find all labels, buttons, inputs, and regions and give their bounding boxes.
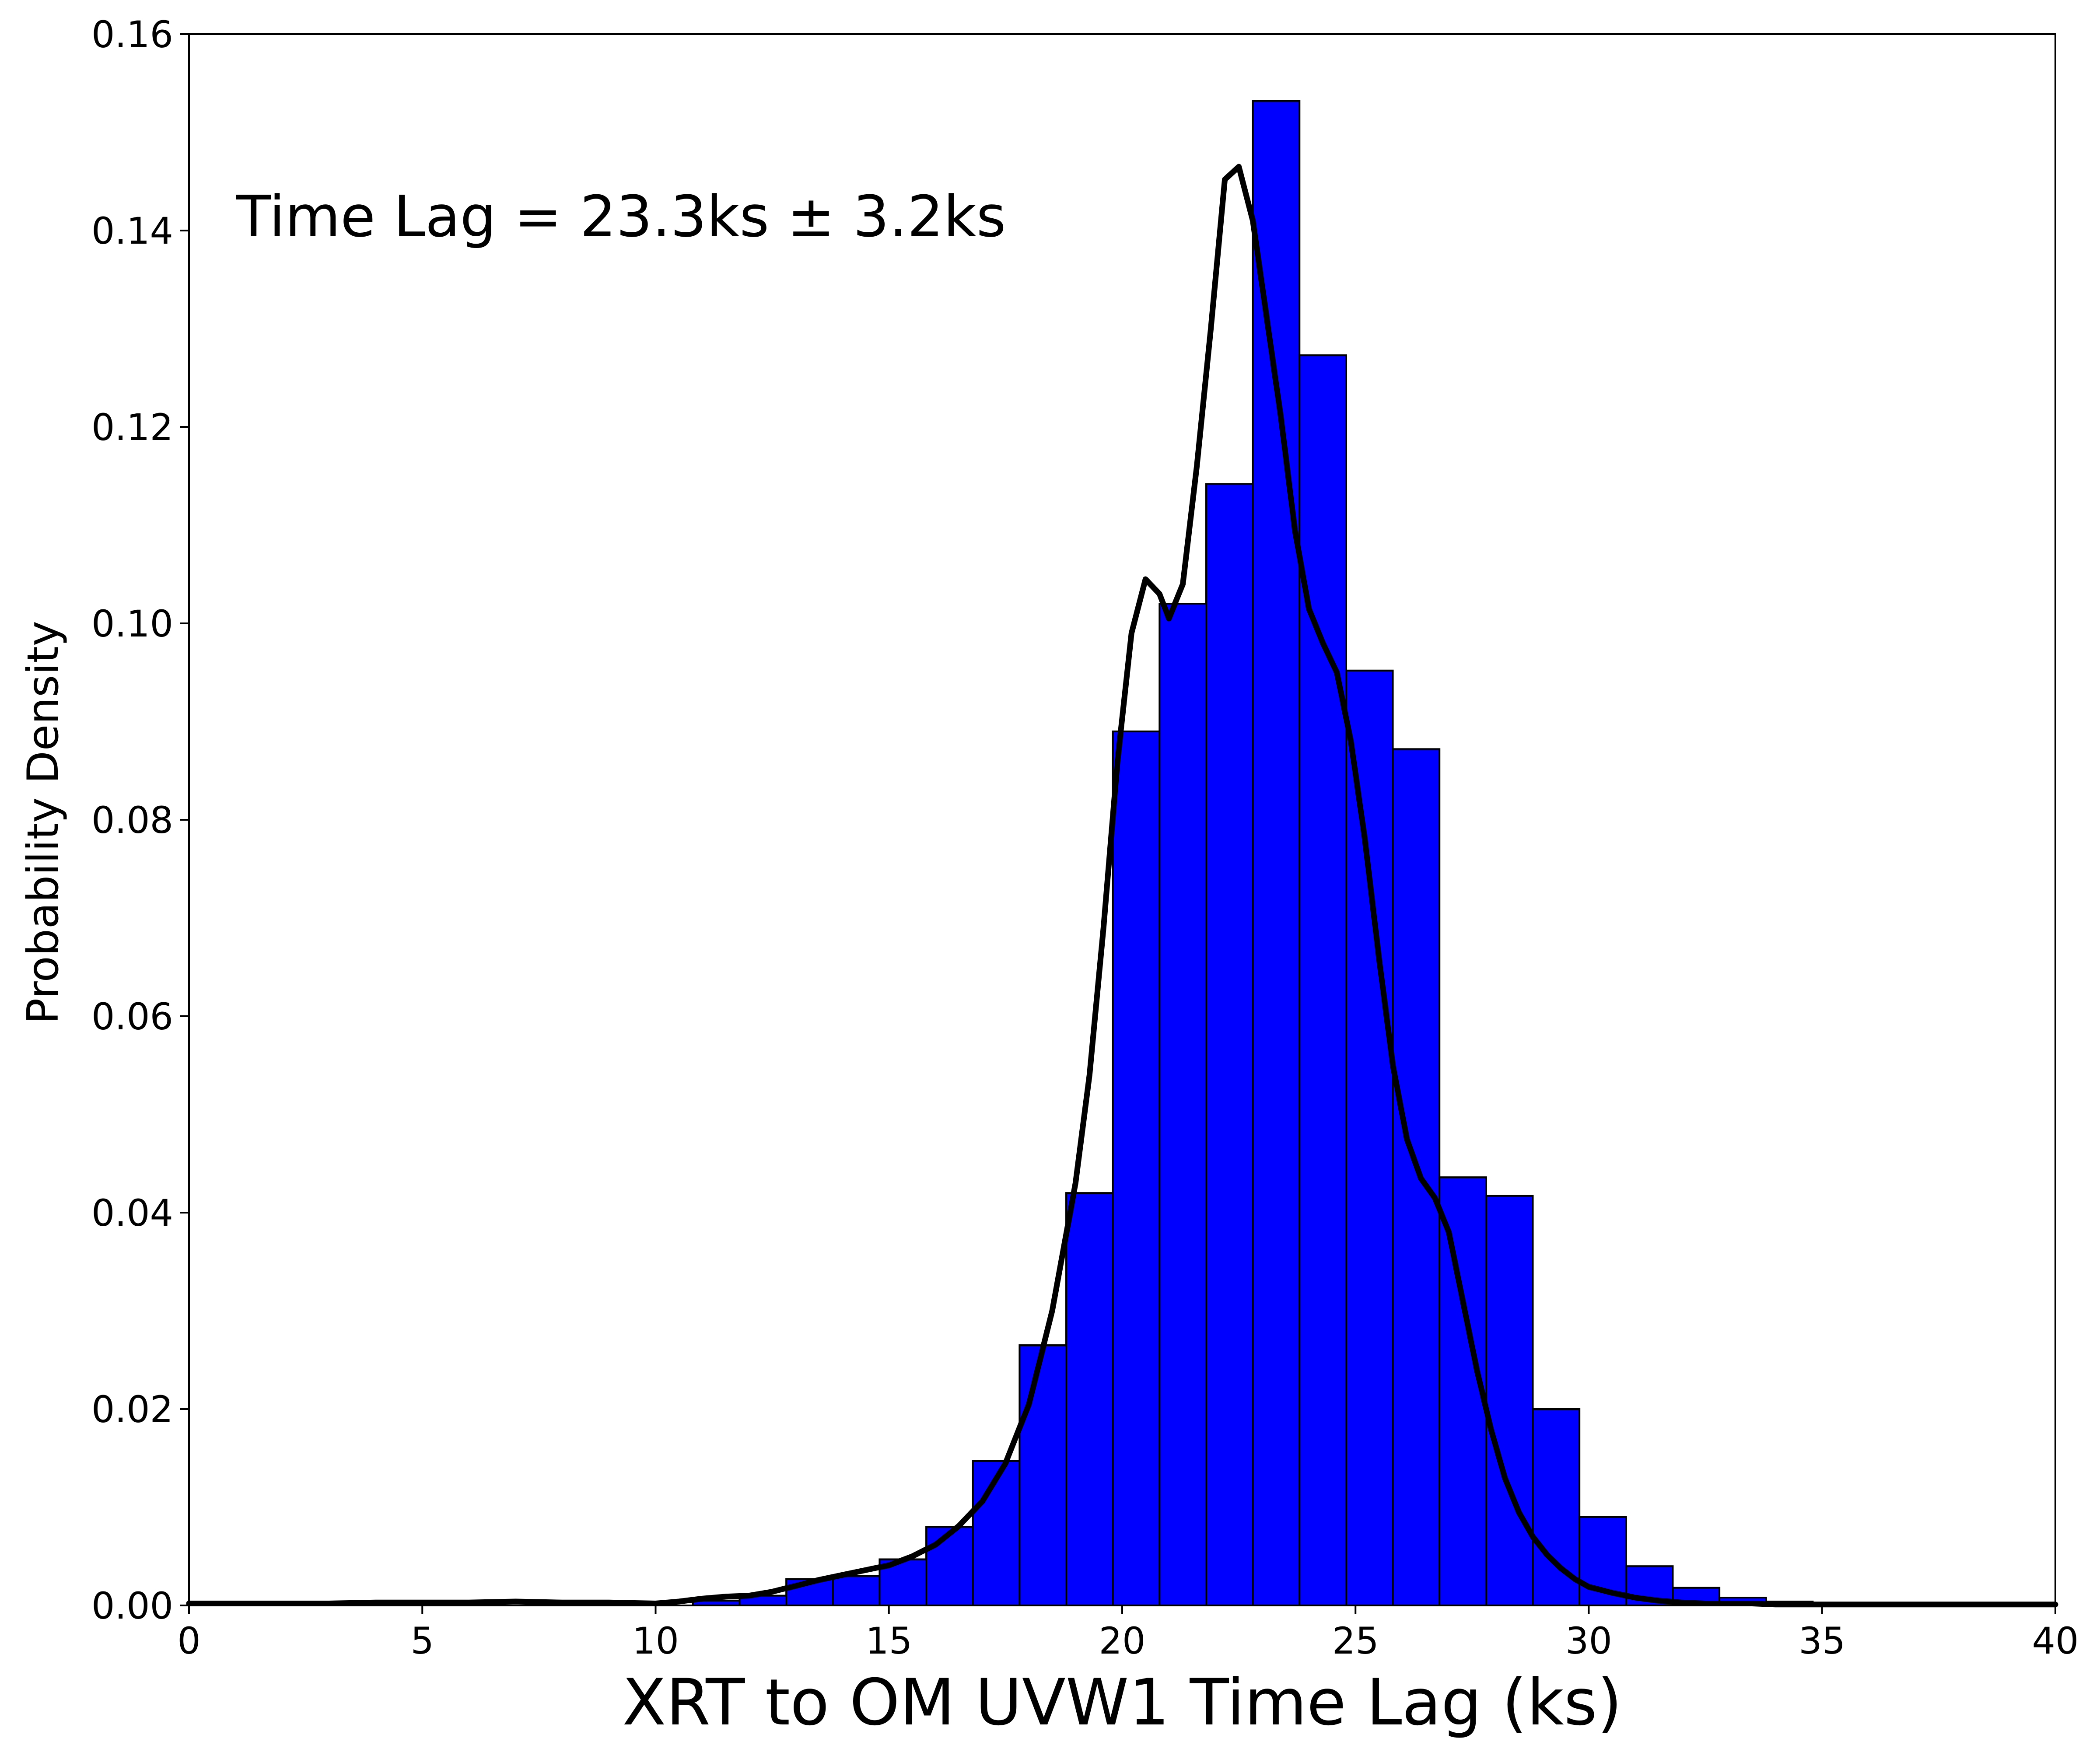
- x-tick-label: 5: [411, 1619, 434, 1662]
- histogram-bar: [925, 1526, 974, 1606]
- y-tick-label: 0.12: [91, 406, 173, 449]
- histogram-bar: [1345, 669, 1394, 1606]
- x-axis-label: XRT to OM UVW1 Time Lag (ks): [622, 1665, 1622, 1740]
- x-tick-label: 20: [1099, 1619, 1146, 1662]
- y-tick-label: 0.04: [91, 1192, 173, 1234]
- x-tick-label: 0: [177, 1619, 200, 1662]
- y-tick-label: 0.02: [91, 1388, 173, 1431]
- kde-curve-layer: [186, 164, 2058, 1608]
- x-tick-label: 40: [2032, 1619, 2079, 1662]
- histogram-bar: [1205, 483, 1254, 1606]
- x-axis-ticks: 0 5 10 15 20 25 30 35 40: [177, 1605, 2079, 1662]
- histogram-bar: [1018, 1344, 1068, 1606]
- y-tick-label: 0.00: [91, 1584, 173, 1627]
- kde-curve: [186, 164, 2058, 1608]
- histogram-bar: [832, 1575, 881, 1606]
- histogram-bar: [1158, 603, 1207, 1606]
- y-tick-label: 0.10: [91, 602, 173, 645]
- histogram-bar: [972, 1460, 1021, 1607]
- y-tick-label: 0.16: [91, 13, 173, 56]
- y-tick-label: 0.14: [91, 210, 173, 252]
- x-tick-label: 10: [632, 1619, 679, 1662]
- histogram-bar: [1485, 1195, 1534, 1606]
- x-tick-label: 35: [1799, 1619, 1845, 1662]
- y-axis-label: Probability Density: [18, 621, 68, 1024]
- histogram-bar: [1065, 1192, 1114, 1607]
- histogram-bar: [1252, 100, 1301, 1607]
- x-tick-label: 30: [1565, 1619, 1612, 1662]
- histogram-bar: [1532, 1408, 1581, 1606]
- x-tick-label: 25: [1332, 1619, 1379, 1662]
- y-axis-ticks: 0.00 0.02 0.04 0.06 0.08 0.10 0.12 0.14 0.16: [91, 13, 189, 1627]
- histogram-bar: [1298, 354, 1347, 1606]
- x-tick-label: 15: [865, 1619, 912, 1662]
- y-tick-label: 0.06: [91, 995, 173, 1038]
- time-lag-annotation: Time Lag = 23.3ks ± 3.2ks: [236, 183, 1006, 250]
- histogram-bars: [692, 100, 1814, 1607]
- histogram-bar: [1392, 748, 1441, 1606]
- histogram-bar: [1112, 730, 1161, 1606]
- y-tick-label: 0.08: [91, 799, 173, 842]
